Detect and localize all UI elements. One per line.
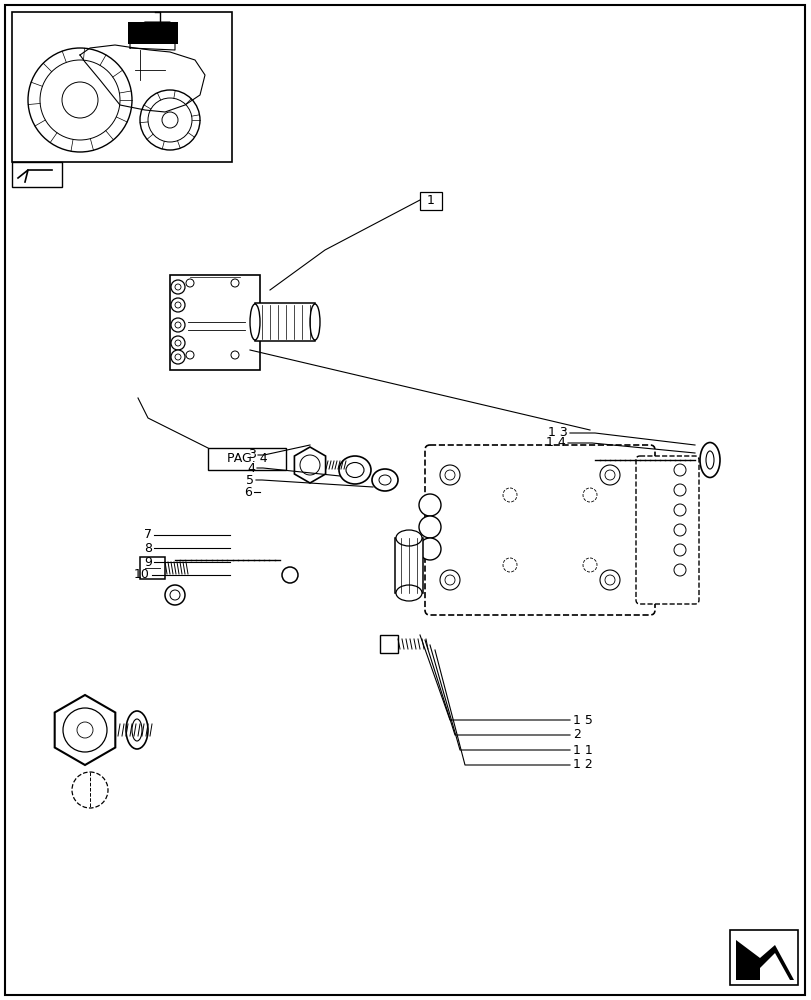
Circle shape — [582, 558, 596, 572]
Ellipse shape — [705, 451, 713, 469]
Text: 1 4: 1 4 — [546, 436, 565, 450]
Circle shape — [673, 464, 685, 476]
Ellipse shape — [250, 304, 260, 340]
Ellipse shape — [379, 475, 391, 485]
Ellipse shape — [396, 585, 422, 601]
Circle shape — [604, 575, 614, 585]
Bar — [255, 303, 315, 341]
Ellipse shape — [699, 442, 719, 478]
Bar — [139, 557, 165, 579]
Polygon shape — [294, 447, 325, 483]
Text: 8: 8 — [144, 542, 152, 554]
Circle shape — [175, 340, 181, 346]
Ellipse shape — [126, 711, 148, 749]
Circle shape — [444, 575, 454, 585]
Text: 1 2: 1 2 — [573, 758, 592, 772]
Text: 9: 9 — [144, 556, 152, 568]
Ellipse shape — [396, 530, 422, 546]
Circle shape — [175, 302, 181, 308]
Ellipse shape — [165, 585, 185, 605]
Text: 1 1: 1 1 — [573, 744, 592, 756]
Text: 1 3: 1 3 — [547, 426, 568, 440]
Circle shape — [599, 570, 620, 590]
Circle shape — [175, 284, 181, 290]
Text: 6: 6 — [244, 486, 251, 498]
Circle shape — [673, 524, 685, 536]
Polygon shape — [759, 953, 789, 980]
Circle shape — [186, 351, 194, 359]
Circle shape — [72, 772, 108, 808]
Circle shape — [502, 488, 517, 502]
Circle shape — [418, 538, 440, 560]
Circle shape — [230, 351, 238, 359]
Circle shape — [28, 48, 132, 152]
Circle shape — [40, 60, 120, 140]
Polygon shape — [54, 695, 115, 765]
Circle shape — [186, 279, 194, 287]
Circle shape — [171, 298, 185, 312]
Circle shape — [148, 98, 191, 142]
Circle shape — [171, 280, 185, 294]
Circle shape — [162, 112, 178, 128]
Circle shape — [440, 570, 460, 590]
Circle shape — [62, 82, 98, 118]
Text: 1 5: 1 5 — [573, 714, 592, 726]
Circle shape — [139, 90, 200, 150]
Circle shape — [175, 354, 181, 360]
Ellipse shape — [132, 719, 142, 741]
Circle shape — [171, 336, 185, 350]
Circle shape — [444, 470, 454, 480]
Bar — [12, 12, 232, 162]
Circle shape — [673, 504, 685, 516]
Circle shape — [599, 465, 620, 485]
Ellipse shape — [371, 469, 397, 491]
Text: PAG. 4: PAG. 4 — [226, 452, 267, 466]
Ellipse shape — [345, 462, 363, 478]
Text: 4: 4 — [247, 462, 255, 475]
Circle shape — [673, 484, 685, 496]
Circle shape — [299, 455, 320, 475]
Circle shape — [673, 544, 685, 556]
FancyBboxPatch shape — [635, 456, 698, 604]
Bar — [394, 538, 423, 593]
Bar — [208, 448, 285, 470]
Text: 10: 10 — [134, 568, 150, 582]
Circle shape — [418, 494, 440, 516]
Circle shape — [175, 322, 181, 328]
Bar — [380, 635, 397, 653]
Ellipse shape — [169, 590, 180, 600]
Circle shape — [502, 558, 517, 572]
Text: 3: 3 — [248, 448, 255, 462]
Circle shape — [281, 567, 298, 583]
Circle shape — [171, 318, 185, 332]
FancyBboxPatch shape — [424, 445, 654, 615]
Bar — [419, 192, 441, 210]
Circle shape — [77, 722, 93, 738]
Circle shape — [171, 350, 185, 364]
Bar — [729, 930, 797, 985]
Text: 7: 7 — [144, 528, 152, 542]
Circle shape — [582, 488, 596, 502]
Circle shape — [418, 516, 440, 538]
Ellipse shape — [338, 456, 371, 484]
Circle shape — [440, 465, 460, 485]
Text: 1: 1 — [427, 194, 435, 208]
Bar — [12, 162, 62, 187]
Ellipse shape — [310, 304, 320, 340]
Circle shape — [63, 708, 107, 752]
Circle shape — [230, 279, 238, 287]
Bar — [128, 22, 178, 44]
Circle shape — [604, 470, 614, 480]
Text: 5: 5 — [246, 474, 254, 487]
Circle shape — [673, 564, 685, 576]
Bar — [169, 275, 260, 370]
Text: 2: 2 — [573, 728, 580, 742]
Polygon shape — [735, 940, 793, 980]
